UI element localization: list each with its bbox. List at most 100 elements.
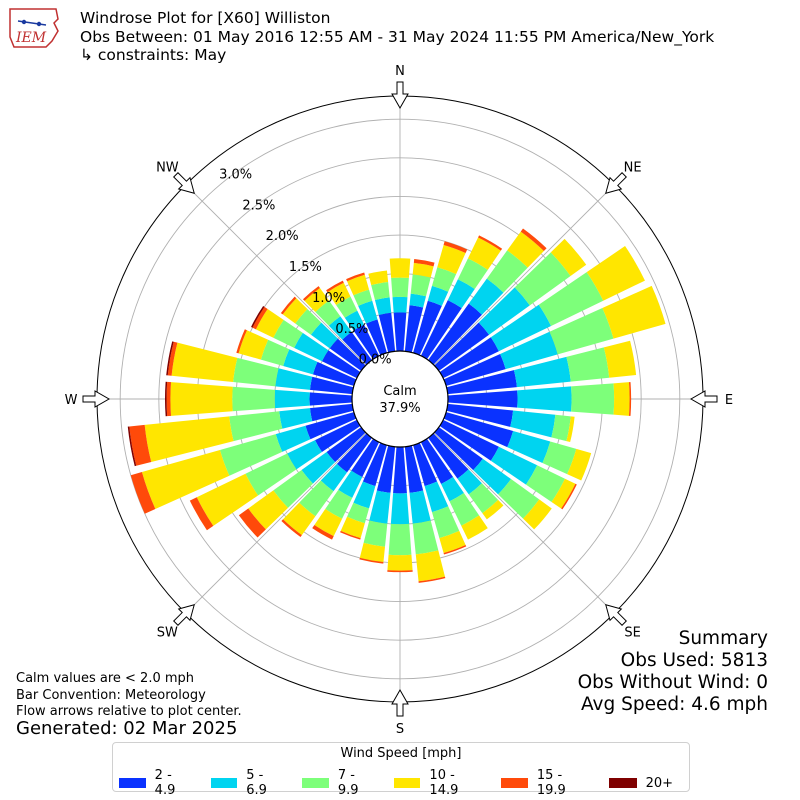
flow-arrow-shape <box>689 390 718 408</box>
windrose-bar-segment <box>447 390 518 408</box>
windrose-bar-segment <box>415 550 445 582</box>
windrose-bar-segment <box>409 490 431 524</box>
legend-swatch <box>302 778 329 788</box>
windrose-bar-segment <box>613 382 630 416</box>
flow-arrow-shape <box>605 604 627 626</box>
windrose-bar-segment <box>232 386 276 412</box>
windrose-bar-segment <box>299 480 334 517</box>
windrose-bar-segment <box>336 296 358 318</box>
windrose-bar-segment <box>165 381 168 417</box>
windrose-bar-segment <box>344 310 364 331</box>
windrose-bar-segment <box>443 412 514 448</box>
windrose-bar-segment <box>287 440 322 470</box>
legend-label: 7 - 9.9 <box>337 768 359 798</box>
obs-period: Obs Between: 01 May 2016 12:55 AM - 31 M… <box>80 27 715 46</box>
legend: Wind Speed [mph] 2 - 4.9 5 - 6.9 7 - 9.9 10… <box>112 742 690 798</box>
windrose-bar-segment <box>441 477 464 502</box>
windrose-bar-segment <box>305 412 357 440</box>
radial-tick-label: 1.5% <box>289 260 322 275</box>
legend-swatch <box>119 778 146 788</box>
radial-tick-label: 0.5% <box>335 322 368 337</box>
windrose-bar-segment <box>514 252 571 306</box>
summary-obs-without-wind: Obs Without Wind: 0 <box>577 672 768 693</box>
windrose-bar-segment <box>321 350 361 379</box>
windrose-bar-segment <box>393 446 407 494</box>
windrose-bar-segment <box>478 287 530 335</box>
windrose-bar-segment <box>586 246 645 301</box>
windrose-bar-segment <box>603 340 637 378</box>
windrose-bar-segment <box>302 286 320 301</box>
windrose-bar-segment <box>366 319 387 356</box>
windrose-bar-segment <box>312 524 334 540</box>
windrose-bar-segment <box>420 300 462 360</box>
flow-arrow-shape <box>391 81 409 110</box>
windrose-bar-segment <box>510 410 556 438</box>
title-block: Windrose Plot for [X60] Williston Obs Be… <box>80 9 714 65</box>
windrose-bar-segment <box>351 438 380 478</box>
windrose-bar-segment <box>571 383 615 415</box>
windrose-bar-segment <box>314 509 343 537</box>
calm-circle <box>351 350 449 448</box>
windrose-bar-segment <box>550 238 587 276</box>
windrose-bar-segment <box>327 282 351 305</box>
windrose-bar-segment <box>551 414 571 442</box>
windrose-bar-segment <box>255 309 284 338</box>
windrose-bar-segment <box>443 544 467 555</box>
windrose-bar-segment <box>279 408 313 429</box>
windrose-bar-segment <box>363 520 388 547</box>
windrose-bar-segment <box>325 489 353 519</box>
windrose-bar-segment <box>404 445 424 493</box>
legend-swatch <box>608 778 637 788</box>
windrose-bar-segment <box>413 258 435 267</box>
grid-spoke <box>433 432 615 614</box>
windrose-bar-segment <box>566 347 610 382</box>
windrose-bar-segment <box>166 341 174 376</box>
windrose-bar-segment <box>602 285 666 339</box>
windrose-bar-segment <box>358 300 378 324</box>
windrose-bar-segment <box>312 361 357 386</box>
flow-arrow-icon <box>605 604 627 626</box>
windrose-bar-segment <box>283 349 318 375</box>
windrose-bar-segment <box>446 370 517 395</box>
windrose-bar-segment <box>486 250 528 293</box>
windrose-bar-segment <box>628 382 632 416</box>
radial-tick-label: 2.5% <box>242 198 275 213</box>
windrose-bar-segment <box>245 453 297 496</box>
windrose-bar-segment <box>326 427 366 463</box>
windrose-bar-segment <box>294 332 329 362</box>
windrose-bar-segment <box>551 478 576 509</box>
windrose-bar-segment <box>342 331 372 365</box>
windrose-bar-segment <box>457 469 482 495</box>
flow-arrow-icon <box>391 81 409 110</box>
windrose-bar-segment <box>428 303 482 365</box>
iem-logo: IEM <box>6 7 62 49</box>
legend-label: 10 - 14.9 <box>429 768 459 798</box>
windrose-bar-segment <box>566 416 575 443</box>
windrose-bar-segment <box>189 497 214 531</box>
windrose-bar-segment <box>196 473 259 526</box>
windrose-bar-segment <box>310 322 338 349</box>
windrose-bar-segment <box>434 427 483 471</box>
windrose-bar-segment <box>167 341 178 376</box>
windrose-bar-segment <box>236 329 247 354</box>
direction-label: W <box>65 393 78 408</box>
legend-swatch <box>210 778 238 788</box>
windrose-bar-segment <box>439 337 499 379</box>
windrose-bar-segment <box>549 308 614 355</box>
windrose-bar-segment <box>507 431 551 464</box>
summary-obs-used: Obs Used: 5813 <box>620 650 768 671</box>
windrose-bar-segment <box>338 470 363 498</box>
windrose-bar-segment <box>320 463 348 492</box>
windrose-bar-segment <box>517 386 572 412</box>
windrose-bar-segment <box>513 356 571 388</box>
windrose-bar-segment <box>371 282 390 301</box>
windrose-bar-segment <box>238 330 269 360</box>
windrose-bar-segment <box>309 392 353 406</box>
windrose-bar-segment <box>252 306 268 330</box>
windrose-bar-segment <box>390 493 410 525</box>
flow-arrow-shape <box>173 172 195 194</box>
summary-block: Summary Obs Used: 5813 Obs Without Wind:… <box>578 628 768 716</box>
calm-note: Calm values are < 2.0 mph <box>16 671 195 686</box>
windrose-bar-segment <box>304 287 329 312</box>
windrose-bar-segment <box>359 557 384 564</box>
